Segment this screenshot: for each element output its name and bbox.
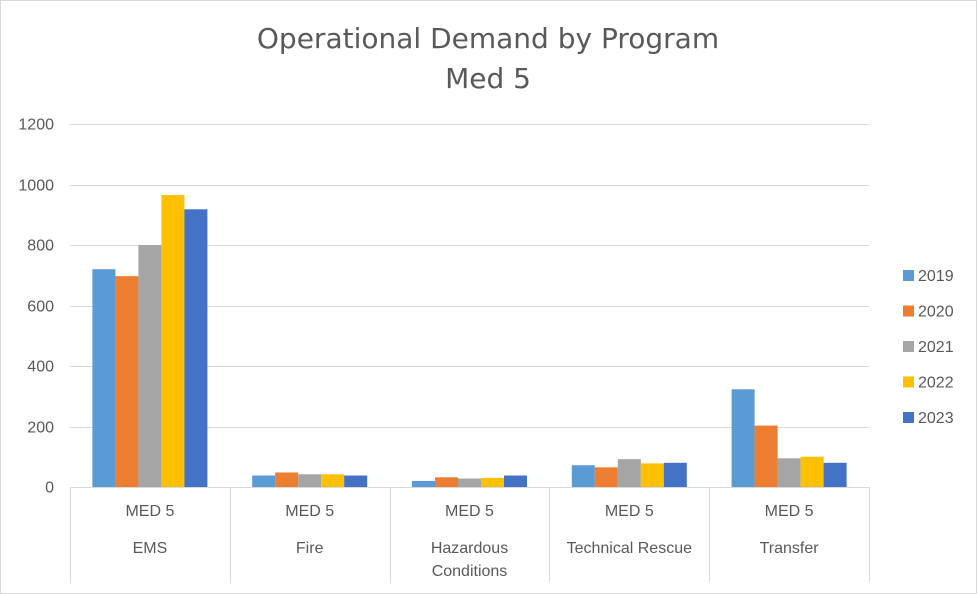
- bar-2022: [481, 477, 504, 487]
- bar-2023: [823, 462, 847, 487]
- y-tick-label: 800: [27, 238, 54, 255]
- bar-2019: [571, 465, 595, 487]
- bar-2022: [161, 195, 185, 487]
- bar-2021: [458, 478, 481, 487]
- y-tick-label: 1000: [18, 178, 54, 195]
- group-label: MED 5: [125, 503, 174, 520]
- y-axis-ticks: 0 200 400 600 800 1000 1200: [18, 117, 54, 497]
- bar-2019: [92, 269, 116, 487]
- bar-2020: [594, 467, 618, 487]
- category-label: Conditions: [432, 563, 508, 580]
- bar-2021: [777, 458, 801, 487]
- category-label: Fire: [296, 540, 324, 557]
- legend-label-2023: 2023: [918, 410, 954, 427]
- legend-swatch-2020: [903, 305, 914, 317]
- legend-label-2021: 2021: [918, 339, 954, 356]
- y-tick-label: 600: [27, 299, 54, 316]
- legend: 2019 2020 2021 2022 2023: [903, 268, 954, 427]
- bar-2021: [298, 474, 322, 487]
- bar-2020: [115, 276, 139, 487]
- legend-swatch-2023: [903, 412, 914, 423]
- x-axis: [70, 487, 870, 582]
- x-axis-labels: MED 5 EMS MED 5 Fire MED 5 Hazardous Condition…: [125, 503, 819, 580]
- chart-subtitle: Med 5: [445, 62, 531, 95]
- legend-label-2020: 2020: [918, 304, 954, 321]
- group-label: MED 5: [765, 503, 814, 520]
- group-label: MED 5: [445, 503, 494, 520]
- category-label: Hazardous: [431, 540, 508, 557]
- bar-2023: [504, 475, 527, 487]
- legend-label-2022: 2022: [918, 375, 954, 392]
- legend-swatch-2019: [903, 270, 914, 281]
- bar-2023: [184, 209, 208, 487]
- bar-2021: [617, 459, 641, 487]
- bar-2019: [731, 389, 755, 487]
- bar-2020: [435, 477, 458, 487]
- bar-2019: [252, 475, 276, 487]
- category-label: Transfer: [760, 540, 820, 557]
- bars: [92, 195, 847, 487]
- category-label: Technical Rescue: [567, 540, 693, 557]
- y-tick-label: 200: [27, 420, 54, 437]
- bar-2022: [321, 474, 345, 487]
- legend-label-2019: 2019: [918, 268, 954, 285]
- bar-2020: [275, 472, 299, 487]
- y-tick-label: 400: [27, 359, 54, 376]
- bar-2022: [800, 456, 824, 487]
- chart-title: Operational Demand by Program: [257, 22, 719, 55]
- legend-swatch-2022: [903, 376, 914, 388]
- y-tick-label: 1200: [18, 117, 54, 134]
- bar-2022: [640, 463, 664, 487]
- group-label: MED 5: [285, 503, 334, 520]
- bar-2023: [344, 475, 368, 487]
- group-label: MED 5: [605, 503, 654, 520]
- bar-2020: [754, 425, 778, 487]
- bar-2023: [663, 462, 687, 487]
- bar-2021: [138, 245, 162, 487]
- legend-swatch-2021: [903, 341, 914, 352]
- y-tick-label: 0: [45, 480, 54, 497]
- bar-2019: [412, 480, 435, 487]
- category-label: EMS: [133, 540, 168, 557]
